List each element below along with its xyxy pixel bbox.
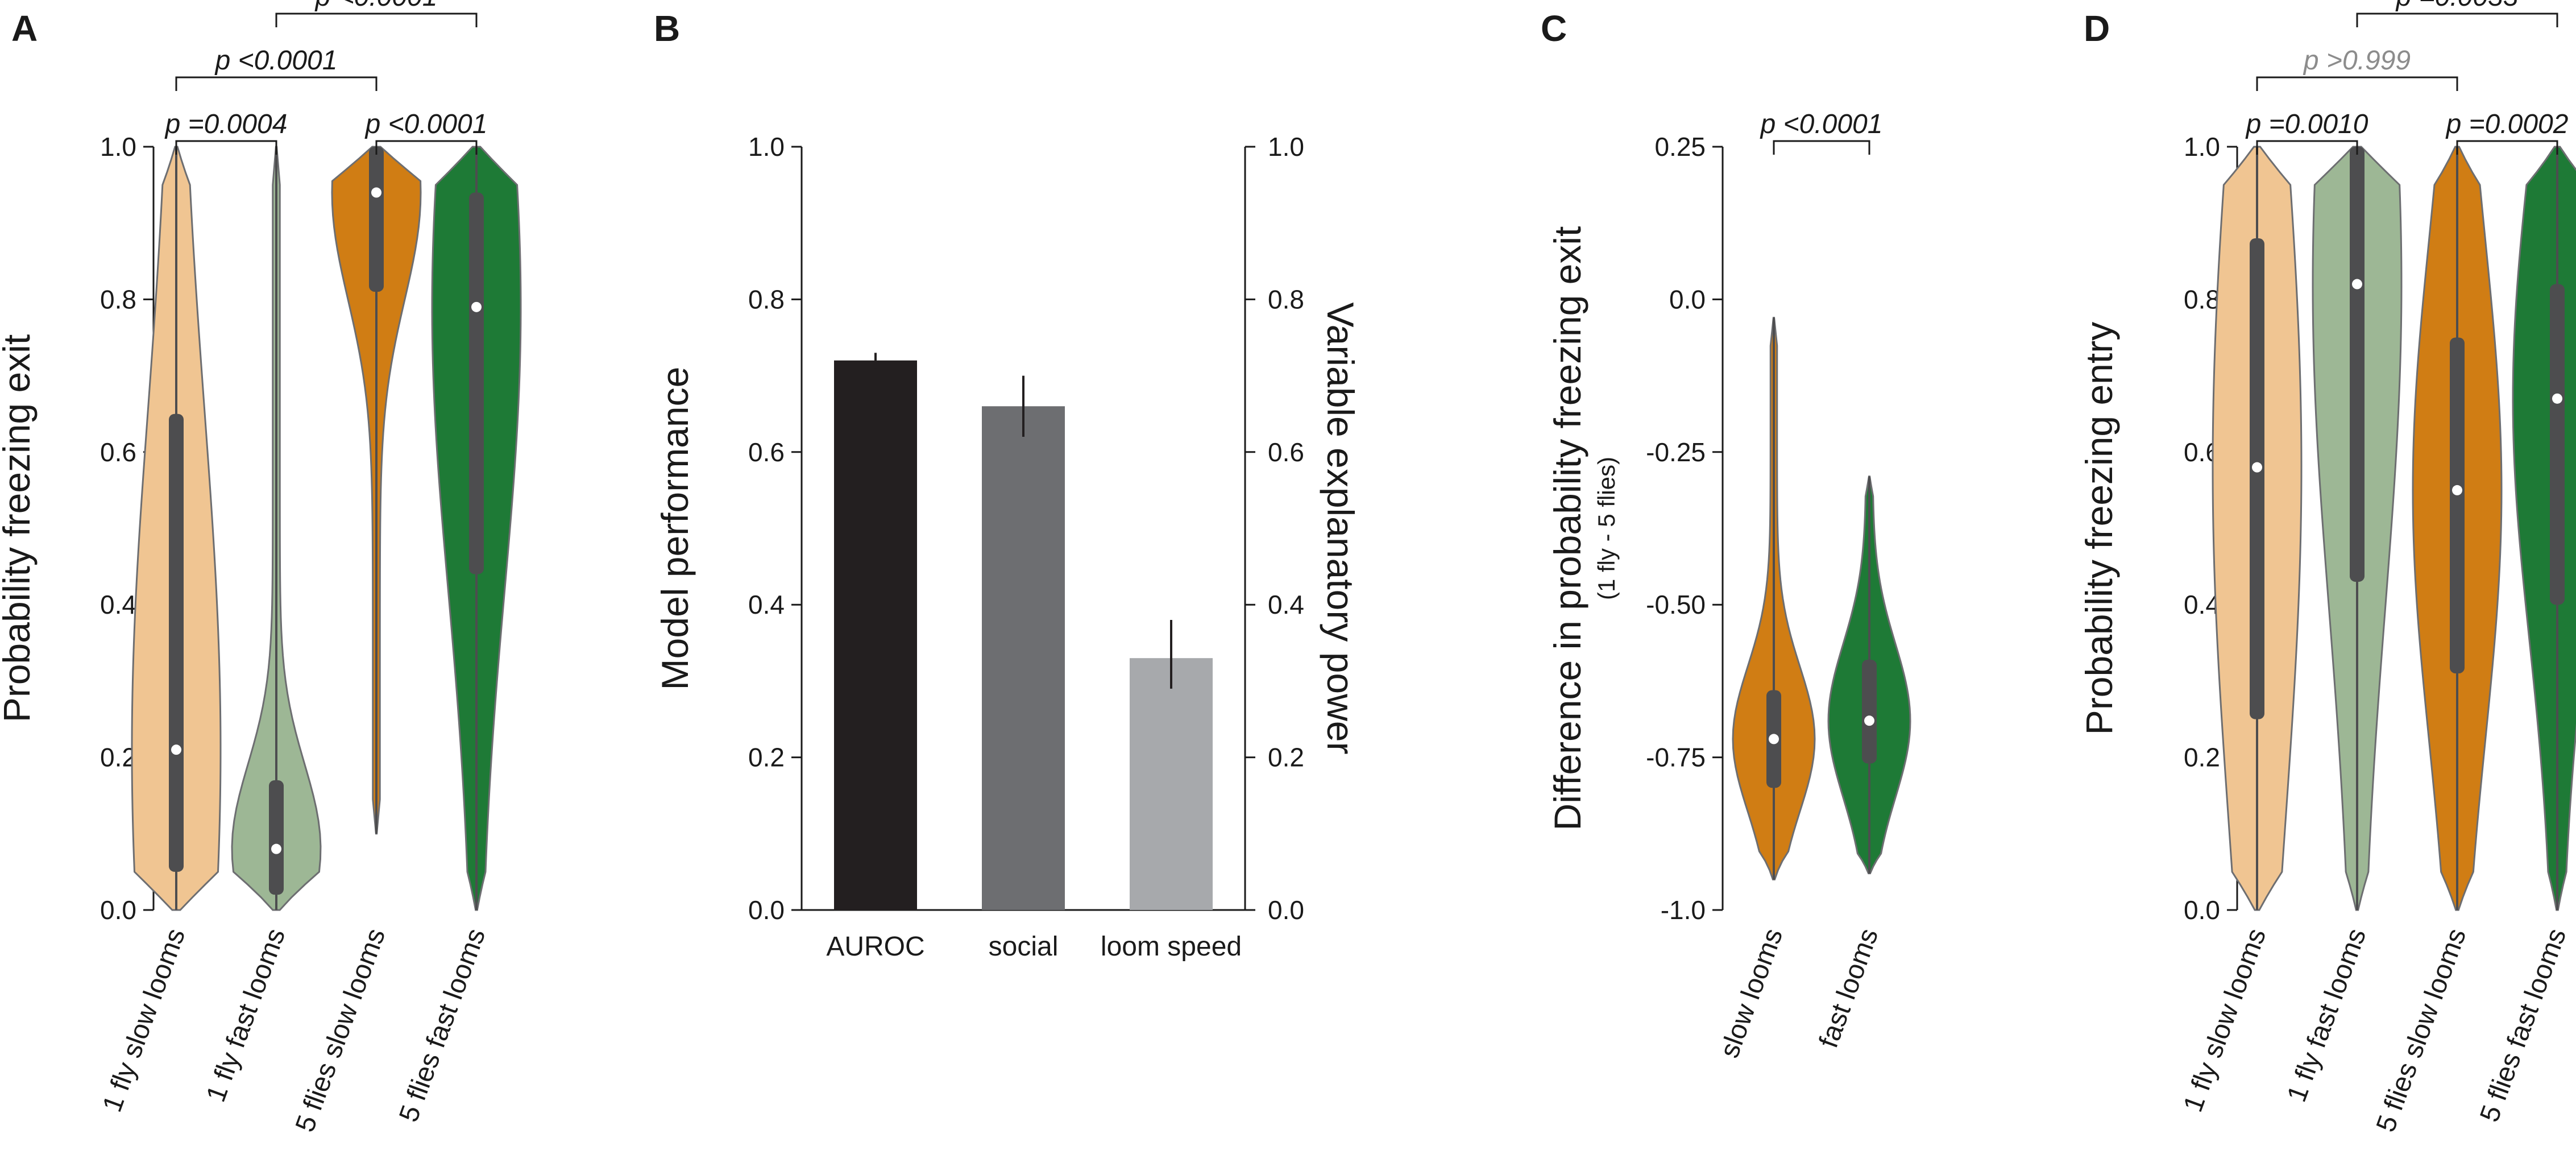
panel-label: D xyxy=(2084,8,2110,49)
bar xyxy=(982,406,1065,910)
violin-iqr-box xyxy=(2350,147,2365,582)
category-label: 5 flies fast looms xyxy=(393,925,491,1126)
significance-bracket xyxy=(375,140,478,155)
y-axis-title: Difference in probability freezing exit xyxy=(1546,226,1588,831)
category-label: fast looms xyxy=(1814,925,1885,1052)
y-axis-title: Probability freezing entry xyxy=(2078,322,2120,735)
violin-median-dot xyxy=(271,843,281,854)
violin-iqr-box xyxy=(2250,238,2264,719)
y-axis-title-right: Variable explanatory power xyxy=(1320,303,1362,755)
category-label: loom speed xyxy=(1101,932,1242,962)
violin-median-dot xyxy=(171,744,181,755)
y-tick-label: -0.75 xyxy=(1646,743,1706,772)
y-tick-label-right: 0.2 xyxy=(1268,743,1304,772)
y-tick-label: 0.4 xyxy=(100,590,136,619)
y-tick-label: 1.0 xyxy=(100,132,136,162)
y-tick-label: 1.0 xyxy=(2184,132,2220,162)
y-tick-label-right: 0.8 xyxy=(1268,284,1304,314)
violin-iqr-box xyxy=(169,413,184,872)
y-tick-label-right: 0.6 xyxy=(1268,437,1304,467)
y-axis-subtitle: (1 fly - 5 flies) xyxy=(1593,457,1620,600)
y-tick-label: 0.25 xyxy=(1654,132,1706,162)
significance-bracket xyxy=(1773,140,1870,155)
violin-median-dot xyxy=(371,187,381,198)
panel-label: C xyxy=(1541,8,1567,49)
y-tick-label: 0.2 xyxy=(2184,743,2220,772)
bar xyxy=(1130,658,1213,910)
category-label: 1 fly fast looms xyxy=(2282,925,2372,1106)
p-value-label: p =0.0004 xyxy=(164,109,288,139)
category-label: 5 flies slow looms xyxy=(2371,925,2472,1136)
violin-median-dot xyxy=(2252,462,2262,473)
category-label: slow looms xyxy=(1714,925,1789,1062)
violin-iqr-box xyxy=(2550,284,2565,605)
category-label: AUROC xyxy=(826,932,924,962)
p-value-label: p <0.0001 xyxy=(364,109,488,139)
violin-median-dot xyxy=(2552,393,2562,404)
y-tick-label: 0.4 xyxy=(748,590,785,619)
category-label: 5 flies slow looms xyxy=(290,925,391,1136)
y-tick-label: 0.2 xyxy=(100,743,136,772)
panel-label: B xyxy=(654,8,680,49)
significance-bracket xyxy=(275,13,478,27)
y-tick-label: 0.0 xyxy=(1669,284,1706,314)
y-tick-label: 0.0 xyxy=(2184,895,2220,925)
violin-median-dot xyxy=(1769,734,1779,744)
p-value-label: p <0.0001 xyxy=(214,45,338,76)
y-tick-label: 0.6 xyxy=(748,437,785,467)
violin-iqr-box xyxy=(269,780,284,895)
significance-bracket xyxy=(175,76,378,91)
significance-bracket xyxy=(2456,140,2558,155)
y-tick-label: 0.8 xyxy=(100,284,136,314)
violin-iqr-box xyxy=(1862,659,1877,764)
significance-bracket xyxy=(2356,13,2558,27)
y-axis-title: Probability freezing exit xyxy=(0,334,38,722)
violin-median-dot xyxy=(1864,715,1874,726)
y-tick-label: 0.2 xyxy=(748,743,785,772)
panel-c: -1.0 -0.75 -0.50 -0.25 0.0 0.25 Difference in … xyxy=(1541,8,1911,1062)
violin-median-dot xyxy=(2452,485,2462,495)
y-tick-label: 0.4 xyxy=(2184,590,2220,619)
y-tick-label: 0.0 xyxy=(100,895,136,925)
violin-iqr-box xyxy=(2450,337,2465,673)
p-value-label: p =0.0010 xyxy=(2245,109,2368,139)
y-tick-label: -0.25 xyxy=(1646,437,1706,467)
panel-label: A xyxy=(11,8,38,49)
y-tick-label: 0.8 xyxy=(748,284,785,314)
bar xyxy=(834,360,917,910)
p-value-label: p <0.0001 xyxy=(314,0,438,12)
significance-bracket xyxy=(2256,140,2358,155)
y-tick-label: 1.0 xyxy=(748,132,785,162)
panel-b: 0.0 0.2 0.4 0.6 0.8 1.0 0.0 0.2 0.4 0.6 0.8 1.0 Mode… xyxy=(654,8,1362,962)
y-tick-label: -1.0 xyxy=(1661,895,1706,925)
y-tick-label-right: 0.0 xyxy=(1268,895,1304,925)
y-tick-label: 0.8 xyxy=(2184,284,2220,314)
violin-median-dot xyxy=(2352,279,2362,289)
y-tick-label: -0.50 xyxy=(1646,590,1706,619)
violin-iqr-box xyxy=(369,147,384,292)
p-value-label: p >0.999 xyxy=(2303,45,2411,76)
y-tick-label-right: 1.0 xyxy=(1268,132,1304,162)
category-label: 5 flies fast looms xyxy=(2474,925,2572,1126)
significance-bracket xyxy=(175,140,277,155)
p-value-label: p =0.0033 xyxy=(2395,0,2519,12)
y-tick-label: 0.6 xyxy=(100,437,136,467)
y-tick-label-right: 0.4 xyxy=(1268,590,1304,619)
violin-median-dot xyxy=(471,301,482,312)
category-label: 1 fly fast looms xyxy=(201,925,291,1106)
category-label: 1 fly slow looms xyxy=(97,925,192,1116)
category-label: 1 fly slow looms xyxy=(2178,925,2272,1116)
y-tick-label: 0.0 xyxy=(748,895,785,925)
p-value-label: p =0.0002 xyxy=(2445,109,2569,139)
category-label: social xyxy=(989,932,1059,962)
violin-iqr-box xyxy=(469,192,484,574)
panel-a: 0.0 0.2 0.4 0.6 0.8 1.0 Probability freezing e… xyxy=(0,0,522,1136)
violin-body xyxy=(2512,146,2576,911)
p-value-label: p <0.0001 xyxy=(1760,109,1883,139)
y-axis-title: Model performance xyxy=(654,367,696,690)
significance-bracket xyxy=(2256,76,2458,91)
